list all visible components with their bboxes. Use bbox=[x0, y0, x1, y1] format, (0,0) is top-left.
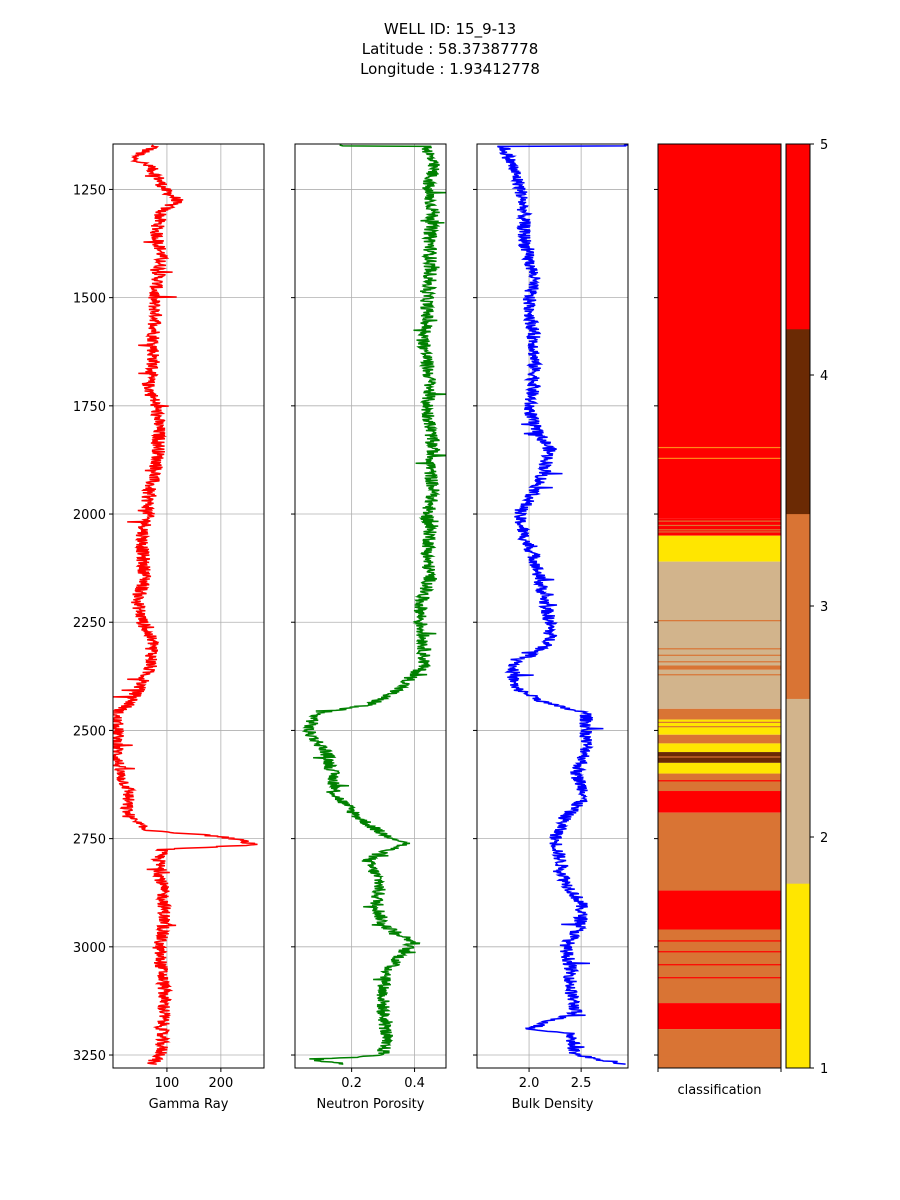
class-streak bbox=[658, 446, 781, 449]
class-interval bbox=[658, 561, 781, 666]
x-tick-label: 100 bbox=[155, 1076, 180, 1091]
class-streak bbox=[658, 951, 781, 953]
axes-frame bbox=[476, 143, 629, 1069]
x-tick-label: 0.2 bbox=[341, 1076, 362, 1091]
class-streak bbox=[658, 654, 781, 656]
colorbar-tick-label: 3 bbox=[820, 600, 828, 615]
colorbar-segment bbox=[786, 698, 810, 884]
class-interval bbox=[658, 734, 781, 744]
class-streak bbox=[658, 914, 781, 916]
class-streak bbox=[658, 780, 781, 782]
class-streak bbox=[658, 648, 781, 650]
x-tick-label: 2.0 bbox=[519, 1076, 540, 1091]
figure-title-well-id: WELL ID: 15_9-13 bbox=[383, 20, 517, 38]
axes-frame bbox=[294, 143, 447, 1069]
class-streak bbox=[658, 1011, 781, 1013]
class-streak bbox=[658, 457, 781, 459]
track-classification bbox=[654, 143, 782, 1072]
y-tick-label: 1750 bbox=[73, 400, 106, 415]
class-streak bbox=[658, 531, 781, 533]
class-interval bbox=[658, 144, 781, 519]
class-interval bbox=[658, 535, 781, 540]
class-streak bbox=[658, 661, 781, 663]
colorbar bbox=[785, 143, 814, 1069]
class-streak bbox=[658, 894, 781, 897]
x-axis-label-classification: classification bbox=[677, 1083, 761, 1098]
colorbar-segment bbox=[786, 144, 810, 330]
track-gamma bbox=[109, 143, 265, 1072]
track-density bbox=[473, 143, 629, 1072]
class-streak bbox=[658, 907, 781, 910]
colorbar-tick-label: 5 bbox=[820, 138, 828, 153]
class-streak bbox=[658, 1005, 781, 1007]
class-interval bbox=[658, 540, 781, 562]
class-interval bbox=[658, 773, 781, 792]
class-interval bbox=[658, 708, 781, 720]
x-tick-label: 2.5 bbox=[571, 1076, 592, 1091]
x-tick-label: 0.4 bbox=[404, 1076, 425, 1091]
class-interval bbox=[658, 762, 781, 774]
class-streak bbox=[658, 799, 781, 801]
class-streak bbox=[658, 721, 781, 723]
log-curve-neutron bbox=[301, 144, 446, 1065]
axes-frame bbox=[112, 143, 265, 1069]
class-streak bbox=[658, 524, 781, 527]
log-curve-gamma bbox=[113, 144, 258, 1065]
colorbar-tick-label: 1 bbox=[820, 1062, 828, 1077]
class-streak bbox=[658, 674, 781, 676]
figure-title-longitude: Longitude : 1.93412778 bbox=[360, 60, 540, 78]
class-interval bbox=[658, 929, 781, 1004]
class-interval bbox=[658, 743, 781, 753]
track-neutron bbox=[291, 143, 447, 1072]
colorbar-segment bbox=[786, 328, 810, 515]
axes-frame bbox=[657, 143, 782, 1069]
class-streak bbox=[658, 726, 781, 728]
class-streak bbox=[658, 529, 781, 531]
class-streak bbox=[658, 1018, 781, 1020]
x-axis-label-gamma: Gamma Ray bbox=[149, 1097, 229, 1112]
class-interval bbox=[658, 1029, 781, 1068]
class-interval bbox=[658, 890, 781, 930]
x-axis-label-neutron: Neutron Porosity bbox=[317, 1097, 425, 1112]
x-axis-label-density: Bulk Density bbox=[512, 1097, 594, 1112]
class-interval bbox=[658, 812, 781, 891]
class-interval bbox=[658, 669, 781, 709]
y-tick-label: 2500 bbox=[73, 724, 106, 739]
class-interval bbox=[658, 665, 781, 670]
class-streak bbox=[658, 1055, 781, 1057]
class-streak bbox=[658, 964, 781, 966]
x-tick-label: 200 bbox=[208, 1076, 233, 1091]
colorbar-tick-label: 2 bbox=[820, 831, 828, 846]
y-tick-label: 2250 bbox=[73, 616, 106, 631]
log-curve-density bbox=[497, 144, 628, 1065]
class-streak bbox=[658, 1024, 781, 1026]
colorbar-segment bbox=[786, 883, 810, 1069]
y-tick-label: 3000 bbox=[73, 941, 106, 956]
class-interval bbox=[658, 791, 781, 813]
y-tick-label: 3250 bbox=[73, 1049, 106, 1064]
y-tick-label: 1250 bbox=[73, 183, 106, 198]
class-streak bbox=[658, 920, 781, 923]
class-streak bbox=[658, 756, 781, 758]
class-streak bbox=[658, 620, 781, 622]
class-streak bbox=[658, 773, 781, 775]
class-streak bbox=[658, 940, 781, 942]
figure-title-latitude: Latitude : 58.37387778 bbox=[361, 40, 539, 58]
y-tick-label: 2750 bbox=[73, 833, 106, 848]
colorbar-segment bbox=[786, 513, 810, 699]
class-streak bbox=[658, 520, 781, 522]
class-streak bbox=[658, 901, 781, 903]
y-tick-label: 1500 bbox=[73, 292, 106, 307]
y-tick-label: 2000 bbox=[73, 508, 106, 523]
colorbar-tick-label: 4 bbox=[820, 369, 828, 384]
class-streak bbox=[658, 806, 781, 808]
class-streak bbox=[658, 977, 781, 979]
